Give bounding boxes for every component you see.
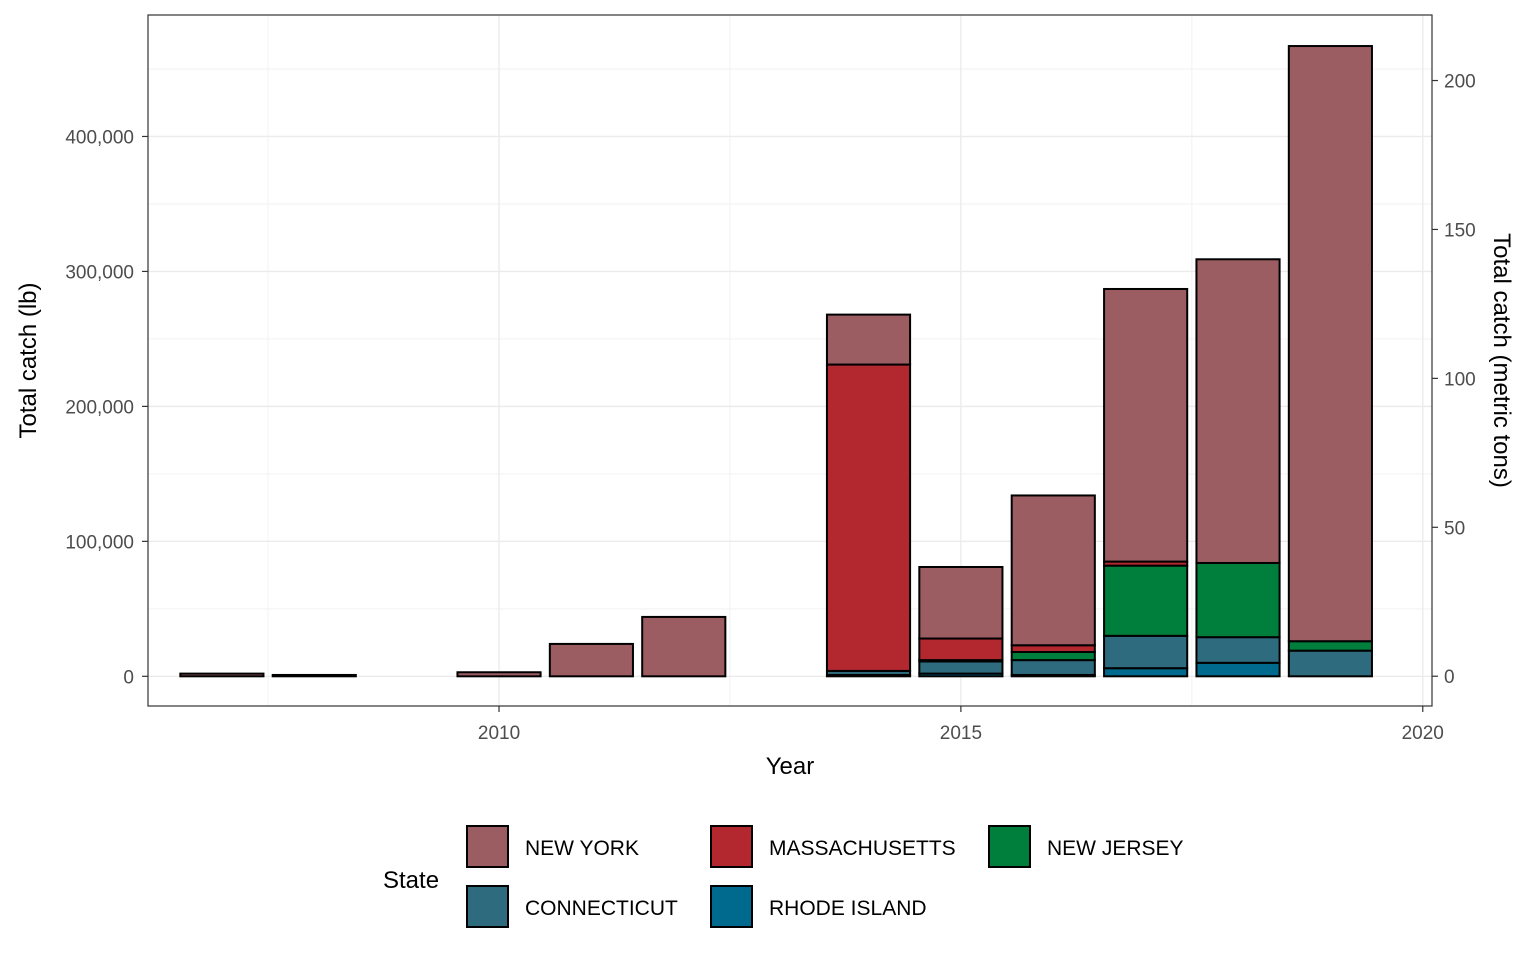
bars	[179, 45, 1373, 678]
bar-segment	[1103, 564, 1189, 637]
y-right-tick-label: 50	[1444, 518, 1465, 539]
bar-segment	[825, 363, 912, 672]
bar-segment	[548, 642, 634, 678]
y-tick-label: 300,000	[65, 262, 134, 283]
axes: 2010 2015 2020 0 100,000 200,000 300,000 400,00…	[65, 72, 1475, 744]
bar-segment	[918, 660, 1004, 675]
bar-segment	[918, 637, 1004, 662]
bar-segment	[1103, 634, 1189, 670]
bar-segment	[1195, 561, 1281, 639]
legend-swatch	[466, 825, 509, 868]
bar-segment	[1195, 661, 1281, 678]
y-tick-label: 200,000	[65, 397, 134, 418]
x-tick-label: 2015	[940, 723, 982, 744]
bar-segment	[825, 313, 912, 366]
y-right-tick-label: 100	[1444, 369, 1476, 390]
x-tick-label: 2020	[1402, 723, 1444, 744]
legend-swatch	[710, 885, 753, 928]
bar-segment	[1103, 667, 1189, 678]
bar-segment	[1195, 258, 1281, 564]
legend-swatch	[988, 825, 1031, 868]
bar-segment	[1195, 636, 1281, 664]
legend-swatch	[466, 885, 509, 928]
bar-segment	[179, 672, 265, 678]
plot-panel-border	[147, 14, 1433, 707]
legend-label: MASSACHUSETTS	[769, 837, 956, 860]
legend-label: RHODE ISLAND	[769, 897, 927, 920]
bar-segment	[1287, 45, 1373, 643]
y-tick-label: 400,000	[65, 127, 134, 148]
bar-segment	[1287, 640, 1373, 652]
y-right-tick-label: 200	[1444, 72, 1476, 93]
x-axis-title: Year	[766, 753, 815, 780]
x-tick-label: 2010	[478, 723, 520, 744]
y-right-tick-label: 150	[1444, 220, 1476, 241]
bar-segment	[918, 565, 1004, 640]
legend-label: NEW JERSEY	[1047, 837, 1184, 860]
bar-segment	[1103, 287, 1189, 563]
bar-segment	[1010, 644, 1096, 654]
bar-segment	[641, 615, 727, 678]
bar-segment	[1010, 494, 1096, 647]
legend-title: State	[383, 867, 439, 894]
legend: State NEW YORK MASSACHUSETTS NEW JERSEY CON…	[383, 825, 1184, 928]
y-tick-label: 100,000	[65, 532, 134, 553]
bar-segment	[1010, 651, 1096, 662]
legend-label: NEW YORK	[525, 837, 639, 860]
y-right-tick-label: 0	[1444, 667, 1455, 688]
y-axis-right-title: Total catch (metric tons)	[1488, 233, 1515, 488]
bar-segment	[271, 673, 357, 678]
bar-segment	[1010, 659, 1096, 676]
bar-segment	[1287, 649, 1373, 678]
y-tick-label: 0	[123, 667, 134, 688]
y-axis-title: Total catch (lb)	[15, 282, 42, 438]
legend-label: CONNECTICUT	[525, 897, 678, 920]
bar-segment	[456, 671, 542, 678]
legend-swatch	[710, 825, 753, 868]
